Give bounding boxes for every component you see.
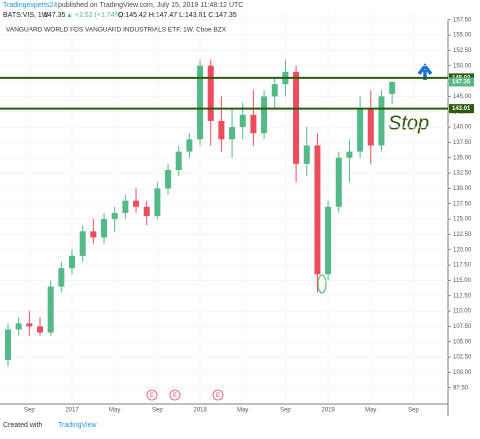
footer-brand: TradingView: [58, 422, 97, 429]
candle-body: [261, 96, 268, 134]
earnings-label: E: [150, 393, 154, 399]
ohlc: O:145.42 H:147.47 L:143.81 C:147.35: [118, 12, 237, 19]
x-tick-label: May: [365, 408, 376, 414]
y-tick-label: 127.50: [453, 201, 472, 207]
candle-body: [175, 151, 182, 171]
candle-body: [79, 231, 86, 256]
x-tick-label: May: [109, 408, 120, 414]
candle-body: [293, 71, 300, 164]
earnings-marker: [169, 389, 181, 401]
y-tick-label: 115.00: [453, 278, 472, 284]
price-label-box: [449, 104, 474, 114]
candle-body: [303, 145, 310, 164]
y-tick-label: 155.00: [453, 33, 472, 39]
candle-body: [133, 200, 140, 207]
x-tick-label: Sep: [152, 408, 163, 414]
y-tick-label: 107.50: [453, 324, 472, 330]
earnings-marker: [146, 389, 158, 401]
stop-annotation: Stop: [388, 112, 429, 134]
x-tick-label: 2017: [65, 408, 79, 414]
x-tick-label: May: [237, 408, 248, 414]
candle-body: [314, 145, 321, 275]
y-tick-label: 97.50: [453, 385, 469, 391]
candle-body: [15, 323, 22, 330]
x-tick-label: Sep: [280, 408, 291, 414]
y-tick-label: 150.00: [453, 63, 472, 69]
candle-body: [58, 268, 65, 287]
candle-body: [26, 323, 33, 327]
candle-body: [143, 206, 150, 217]
candle-body: [101, 219, 108, 238]
y-tick-label: 152.50: [453, 48, 472, 54]
candle-body: [111, 212, 118, 220]
candle-body: [346, 151, 353, 158]
y-tick-label: 105.00: [453, 339, 472, 345]
candle-body: [325, 206, 332, 275]
publisher: Tradingexperts24: [3, 2, 57, 9]
earnings-label: E: [216, 393, 220, 399]
published: published on TradingView.com, July 15, 2…: [58, 2, 243, 9]
y-tick-label: 120.00: [453, 247, 472, 253]
candle-body: [378, 96, 385, 146]
low-circle: [317, 274, 327, 294]
candle-body: [90, 231, 97, 238]
candle-body: [218, 120, 225, 140]
candle-body: [335, 157, 342, 207]
candle-body: [197, 65, 204, 140]
y-tick-label: 125.00: [453, 217, 472, 223]
chart-title: VANGUARD WORLD FDS VANGUARD INDUSTRIALS …: [6, 27, 227, 34]
candle-body: [154, 188, 161, 217]
y-tick-label: 130.00: [453, 186, 472, 192]
price-label: 143.01: [452, 106, 471, 112]
x-tick-label: 2018: [193, 408, 207, 414]
price-label-box: [449, 77, 474, 87]
candle-body: [271, 84, 278, 97]
y-tick-label: 100.00: [453, 370, 472, 376]
x-tick-label: 2019: [321, 408, 335, 414]
y-tick-label: 137.50: [453, 140, 472, 146]
candle-body: [165, 170, 172, 189]
y-tick-label: 110.00: [453, 309, 472, 315]
candle-body: [239, 114, 246, 128]
y-tick-label: 135.00: [453, 155, 472, 161]
candle-body: [47, 286, 54, 333]
candle-body: [37, 326, 44, 333]
candle-body: [69, 255, 76, 269]
candle-body: [389, 81, 396, 94]
change: ▲ +2.52 (+1.74%): [66, 12, 123, 19]
last-price: 147.35: [44, 12, 66, 19]
candle-body: [250, 114, 257, 134]
earnings-label: E: [173, 393, 177, 399]
candle-body: [122, 200, 129, 213]
candle-body: [207, 65, 214, 121]
y-tick-label: 112.50: [453, 293, 472, 299]
price-label: 147.35: [452, 80, 471, 86]
y-tick-label: 102.50: [453, 355, 472, 361]
candle-body: [5, 329, 11, 361]
y-tick-label: 157.50: [453, 17, 472, 23]
y-tick-label: 145.00: [453, 94, 472, 100]
candle-body: [367, 108, 374, 146]
plot: 97.50 100.00 102.50 105.00 107.50 110.00 112.5…: [0, 13, 474, 414]
earnings-marker: [212, 389, 224, 401]
candle-body: [186, 139, 193, 152]
candle-body: [229, 127, 236, 140]
y-tick-label: 117.50: [453, 263, 472, 269]
footer-prefix: Created with: [3, 422, 42, 429]
x-tick-label: Sep: [24, 408, 35, 414]
y-tick-label: 132.50: [453, 171, 472, 177]
symbol: BATS:VIS, 1W: [3, 12, 49, 19]
candle-body: [357, 108, 364, 152]
x-tick-label: Sep: [408, 408, 419, 414]
y-tick-label: 122.50: [453, 232, 472, 238]
y-tick-label: 140.00: [453, 125, 472, 131]
